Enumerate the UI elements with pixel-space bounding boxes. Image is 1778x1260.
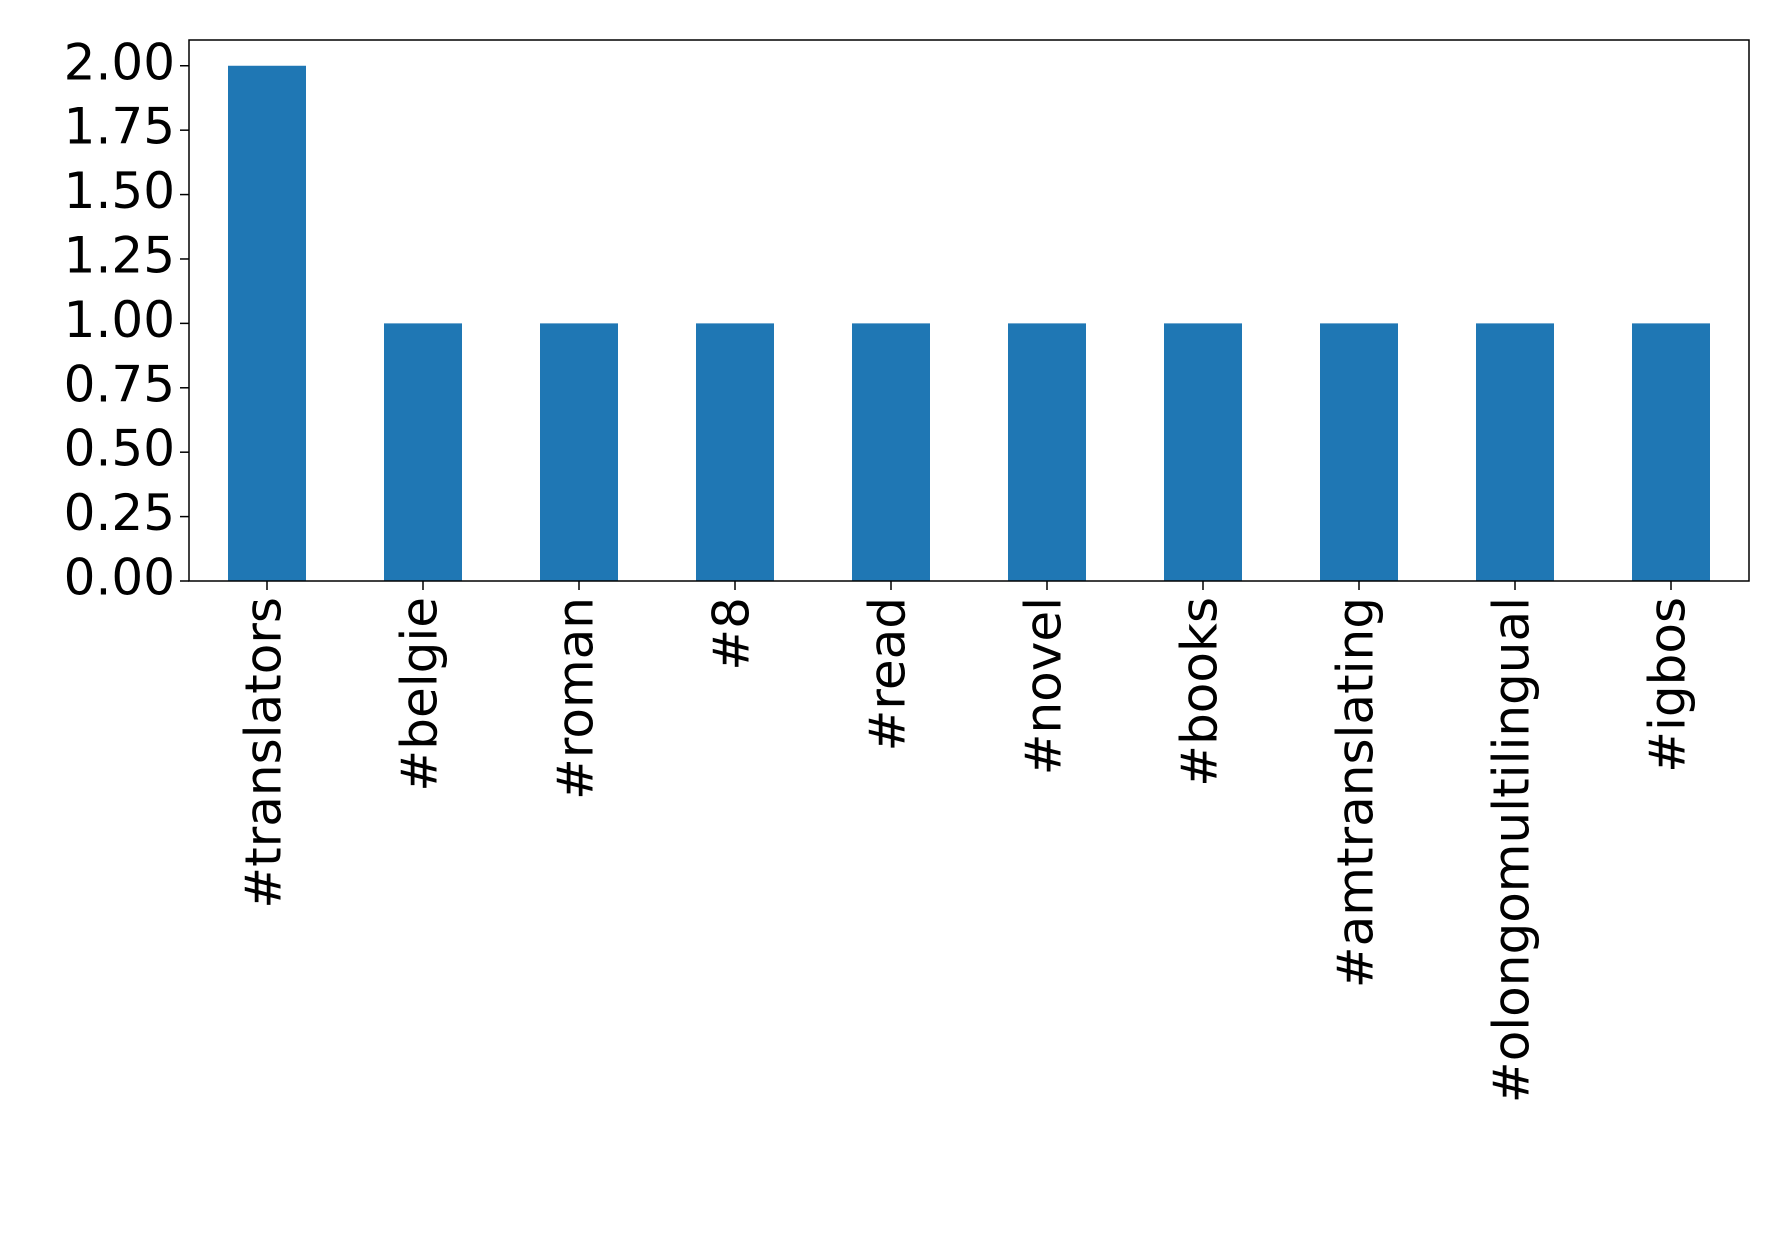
x-tick-label: #amtranslating (1327, 597, 1385, 988)
bar (1632, 323, 1710, 581)
x-tick-label: #novel (1015, 597, 1073, 775)
x-tick-label: #read (859, 597, 917, 752)
bar (1320, 323, 1398, 581)
bar (1164, 323, 1242, 581)
bar (540, 323, 618, 581)
x-tick-label: #belgie (391, 597, 449, 792)
bar (852, 323, 930, 581)
bar (1476, 323, 1554, 581)
x-tick-label: #olongomultilingual (1483, 597, 1541, 1103)
plot-frame (188, 39, 1750, 582)
x-tick-label: #translators (235, 597, 293, 909)
y-tick-label: 0.25 (64, 484, 175, 542)
y-tick-label: 2.00 (64, 33, 175, 91)
y-tick-label: 0.50 (64, 420, 175, 478)
y-tick-label: 0.75 (64, 355, 175, 413)
bar (696, 323, 774, 581)
y-tick-label: 1.50 (64, 162, 175, 220)
y-tick-label: 1.25 (64, 226, 175, 284)
y-tick-label: 0.00 (64, 549, 175, 607)
y-tick-label: 1.75 (64, 98, 175, 156)
bar (228, 65, 306, 581)
x-tick-label: #8 (703, 597, 761, 671)
y-tick-label: 1.00 (64, 291, 175, 349)
x-tick-label: #igbos (1639, 597, 1697, 773)
bar (1008, 323, 1086, 581)
x-tick-label: #books (1171, 597, 1229, 787)
x-tick-label: #roman (547, 597, 605, 800)
bar (384, 323, 462, 581)
